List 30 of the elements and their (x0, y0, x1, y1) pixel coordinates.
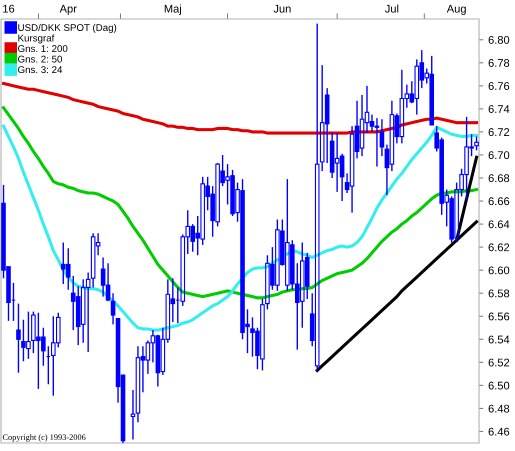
legend-label: Gns. 3: 24 (18, 66, 62, 74)
y-tick-label: 6.64 (488, 220, 510, 228)
y-tick-label: 6.50 (488, 382, 510, 390)
legend-title: Kursgraf (18, 34, 54, 44)
legend-label: Gns. 2: 50 (18, 56, 62, 63)
annotation: Copyright (c) 1993-2006 (2, 434, 86, 442)
y-tick-label: 6.80 (488, 36, 510, 44)
y-tick-label: 6.74 (488, 105, 510, 114)
y-tick-label: 6.76 (488, 82, 510, 90)
x-tick-label: Apr (60, 4, 77, 15)
y-tick-label: 6.52 (488, 358, 510, 366)
y-tick-label: 6.66 (488, 197, 510, 206)
y-tick-label: 6.58 (488, 289, 510, 298)
y-tick-label: 6.54 (488, 336, 510, 344)
y-tick-label: 6.60 (488, 266, 510, 274)
y-tick-label: 6.62 (488, 243, 510, 252)
legend-label: Gns. 1: 200 (18, 45, 68, 52)
legend-label: USD/DKK SPOT (Dag) (18, 24, 116, 33)
y-tick-label: 6.72 (488, 128, 510, 136)
x-tick-label: Jul (384, 4, 398, 13)
y-tick-label: 6.68 (488, 174, 510, 182)
x-tick-label: Aug (446, 4, 466, 15)
y-tick-label: 6.48 (488, 404, 510, 413)
y-tick-label: 6.46 (488, 428, 510, 436)
y-tick-label: 6.56 (488, 312, 510, 320)
x-tick-label: 16 (3, 4, 14, 13)
x-tick-label: Maj (164, 4, 182, 15)
x-tick-label: Jun (274, 4, 291, 13)
y-tick-label: 6.70 (488, 151, 510, 160)
y-tick-label: 6.78 (488, 59, 510, 67)
